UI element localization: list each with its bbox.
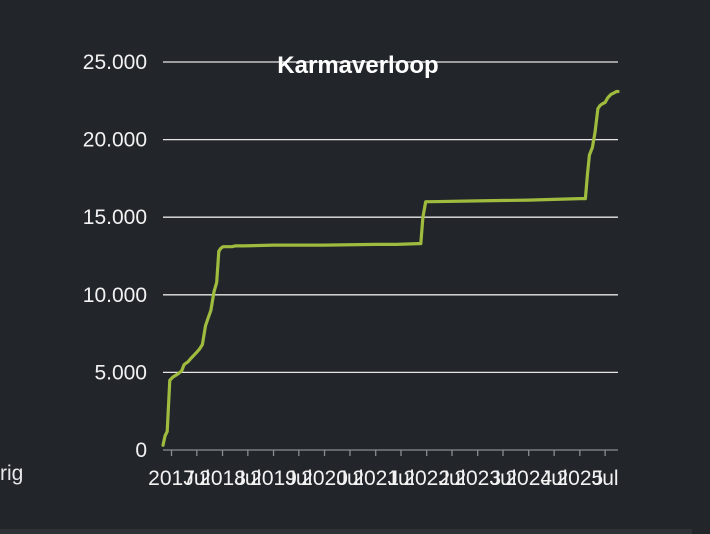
x-tick-label: Jul <box>541 467 568 490</box>
x-tick-label: Jul <box>337 467 364 490</box>
x-tick-label: 2022 <box>403 467 450 490</box>
x-tick-label: Jul <box>234 467 261 490</box>
x-tick-label: Jul <box>439 467 466 490</box>
y-tick-label: 10.000 <box>83 284 147 307</box>
x-tick-label: Jul <box>285 467 312 490</box>
y-tick-label: 20.000 <box>83 129 147 152</box>
karma-series-line <box>161 89 620 447</box>
x-tick-label: Jul <box>592 467 619 490</box>
series-lines <box>161 89 620 447</box>
x-tick-label: Jul <box>490 467 517 490</box>
x-axis-ticks: 2017Jul2018Jul2019Jul2020Jul2021Jul2022J… <box>148 450 619 490</box>
y-tick-label: 15.000 <box>83 206 147 229</box>
y-tick-label: 25.000 <box>83 51 147 74</box>
x-tick-label: Jul <box>183 467 210 490</box>
y-axis-ticks: 0 5.000 10.000 15.000 20.000 25.000 <box>83 51 147 462</box>
y-tick-label: 0 <box>135 439 147 462</box>
grid-lines <box>163 61 618 451</box>
y-tick-label: 5.000 <box>94 361 147 384</box>
x-tick-label: 2019 <box>250 467 297 490</box>
x-tick-label: 2018 <box>199 467 246 490</box>
x-tick-label: 2020 <box>301 467 348 490</box>
x-tick-label: 2024 <box>505 467 552 490</box>
x-tick-label: 2023 <box>454 467 501 490</box>
x-tick-label: Jul <box>388 467 415 490</box>
x-tick-label: 2021 <box>352 467 399 490</box>
bottom-strip <box>0 529 692 534</box>
x-tick-label: 2025 <box>556 467 603 490</box>
x-tick-label: 2017 <box>148 467 195 490</box>
chart-title: Karmaverloop <box>277 52 438 79</box>
truncated-side-label: rig <box>0 462 24 485</box>
